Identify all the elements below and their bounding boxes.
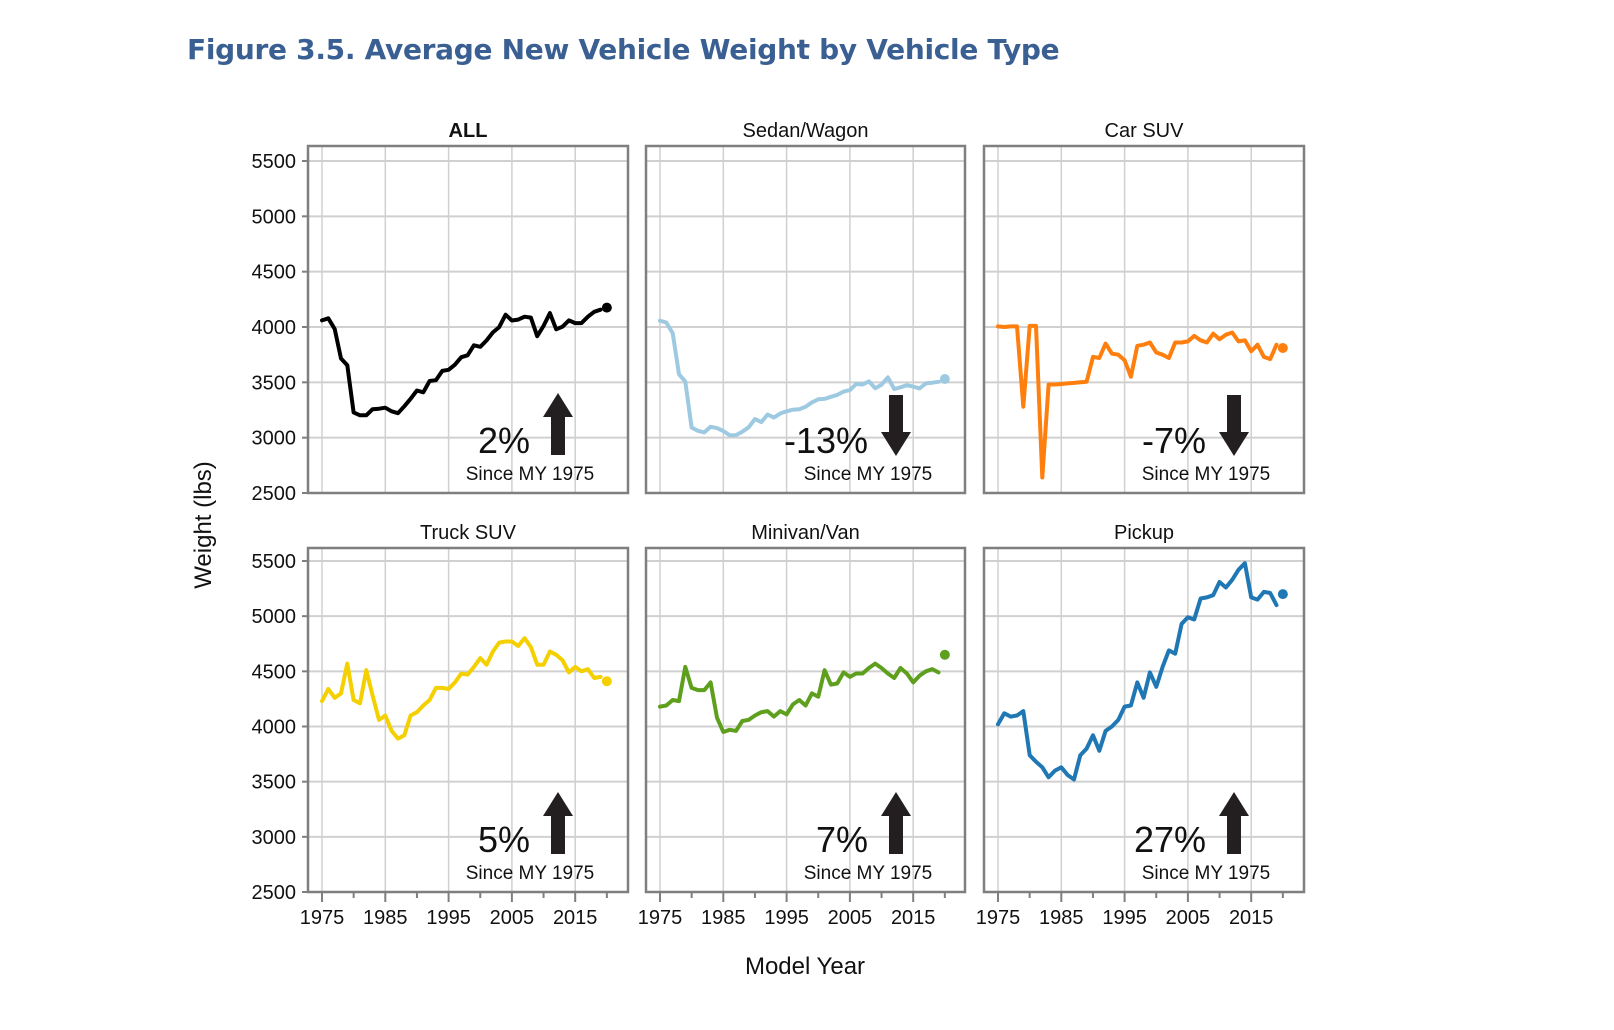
arrow-down-icon [1219,395,1249,456]
series-line [320,636,603,741]
arrow-down-icon [881,395,911,456]
prelim-point [939,374,950,385]
panel-frame [644,144,967,495]
x-tick-label: 1985 [1039,907,1084,929]
series-line [320,307,603,418]
panels: ALL 2500 3000 3500 4000 4500 5000 5500 2% Since M… [252,120,1306,929]
x-tick-label: 1975 [300,907,345,929]
x-tick-label: 2005 [828,907,873,929]
y-tick-label: 5500 [252,151,297,173]
panel-car-suv: Car SUV -7% Since MY 1975 [982,120,1306,495]
series-line [996,561,1279,782]
y-tick-label: 2500 [252,483,297,505]
panel-title: Truck SUV [420,522,517,544]
change-subtitle: Since MY 1975 [804,863,933,884]
change-percent: 5% [478,819,530,860]
panel-frame [982,546,1306,894]
x-tick-label: 2005 [1166,907,1211,929]
x-tick-label: 2015 [553,907,598,929]
y-tick-label: 4000 [252,717,297,739]
panel-frame [306,546,630,894]
x-tick-label: 2005 [490,907,535,929]
prelim-point [601,302,612,313]
panel-title: Car SUV [1105,120,1185,142]
change-percent: 7% [816,819,868,860]
panel-title: Minivan/Van [751,522,860,544]
change-subtitle: Since MY 1975 [466,464,595,485]
panel-truck-suv: Truck SUV 2500 3000 3500 4000 4500 5000 5500 197… [252,522,630,929]
y-tick-label: 3500 [252,372,297,394]
x-tick-label: 2015 [891,907,936,929]
x-tick-label: 1975 [638,907,683,929]
change-percent: 2% [478,420,530,461]
x-tick-label: 1985 [363,907,408,929]
x-tick-label: 1985 [701,907,746,929]
series-line [996,323,1279,480]
x-tick-label: 1995 [764,907,809,929]
x-tick-label: 1995 [426,907,471,929]
y-tick-label: 3000 [252,827,297,849]
x-axis-label: Model Year [745,953,865,980]
y-tick-label: 5500 [252,551,297,573]
change-percent: 27% [1134,819,1206,860]
prelim-point [601,676,612,687]
change-percent: -13% [784,420,868,461]
panel-title: Sedan/Wagon [742,120,868,142]
panel-frame [306,144,630,495]
y-tick-label: 5000 [252,606,297,628]
panel-minivan-van: Minivan/Van 1975 1985 1995 2005 2015 7% Since M… [638,522,967,929]
x-tick-label: 1995 [1102,907,1147,929]
figure-title: Figure 3.5. Average New Vehicle Weight b… [187,33,1060,66]
arrow-up-icon [1219,792,1249,854]
arrow-up-icon [881,792,911,854]
y-tick-label: 4500 [252,661,297,683]
change-subtitle: Since MY 1975 [1142,863,1271,884]
panel-title: Pickup [1114,522,1174,544]
panel-all: ALL 2500 3000 3500 4000 4500 5000 5500 2% Since M… [252,120,630,505]
panel-sedan-wagon: Sedan/Wagon -13% Since MY 1975 [644,120,967,495]
y-tick-label: 2500 [252,882,297,904]
y-tick-label: 4500 [252,262,297,284]
prelim-point [939,649,950,660]
series-line [658,318,941,438]
prelim-point [1277,589,1288,600]
change-subtitle: Since MY 1975 [804,464,933,485]
change-subtitle: Since MY 1975 [1142,464,1271,485]
series-line [658,661,941,734]
y-axis-label: Weight (lbs) [190,461,217,589]
x-tick-label: 2015 [1229,907,1274,929]
y-tick-label: 5000 [252,206,297,228]
x-tick-label: 1975 [976,907,1021,929]
y-tick-label: 3500 [252,772,297,794]
prelim-point [1277,343,1288,354]
arrow-up-icon [543,393,573,455]
panel-frame [982,144,1306,495]
y-tick-label: 4000 [252,317,297,339]
y-tick-label: 3000 [252,428,297,450]
arrow-up-icon [543,792,573,854]
change-percent: -7% [1142,420,1206,461]
panel-pickup: Pickup 1975 1985 1995 2005 2015 27% Since MY 19… [976,522,1306,929]
panel-title: ALL [449,120,488,142]
change-subtitle: Since MY 1975 [466,863,595,884]
panel-frame [644,546,967,894]
